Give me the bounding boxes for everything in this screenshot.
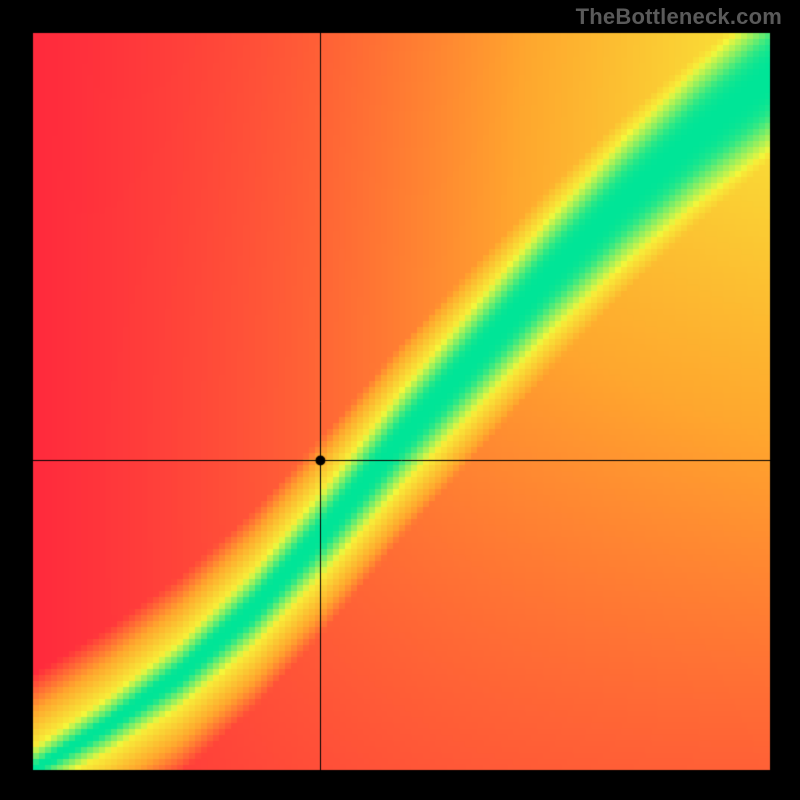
bottleneck-heatmap-canvas: [0, 0, 800, 800]
attribution-label: TheBottleneck.com: [576, 4, 782, 30]
bottleneck-heatmap-container: TheBottleneck.com: [0, 0, 800, 800]
